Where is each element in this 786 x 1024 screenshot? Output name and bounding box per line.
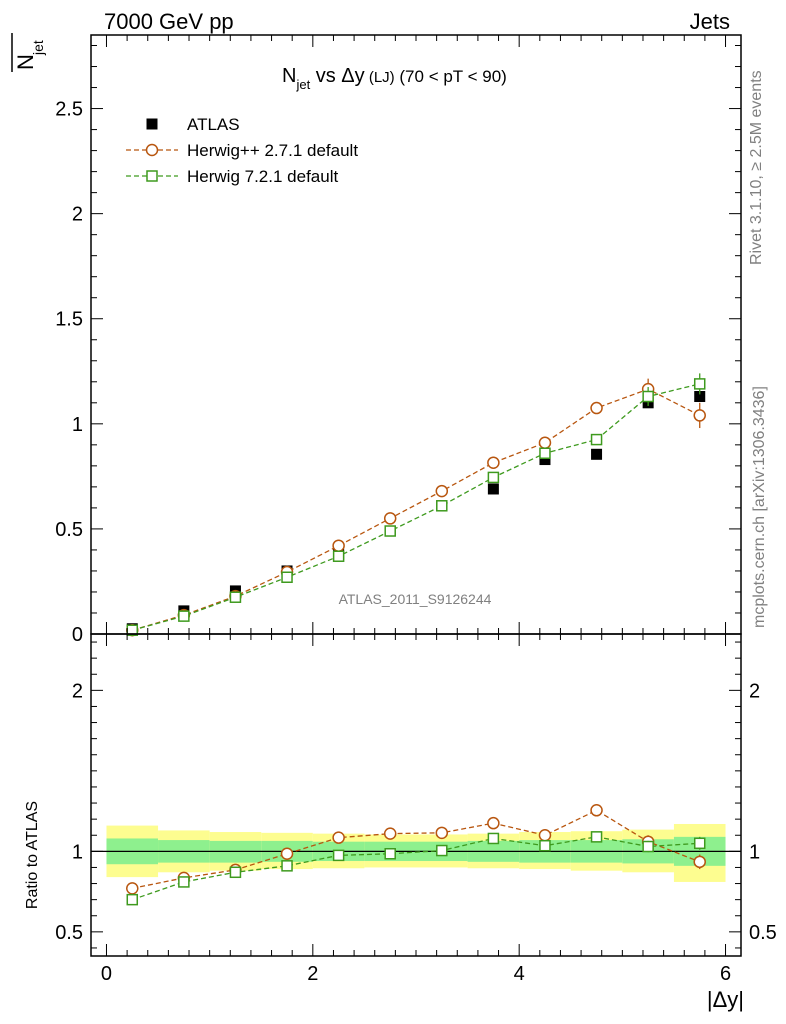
upper-herwig-2-7-1-default-point <box>435 484 449 498</box>
upper-y-tick-label: 2.5 <box>55 99 83 121</box>
upper-ylabel-sub: jet <box>30 40 46 56</box>
ratio-herwig-7-2-1-default-point <box>642 840 654 853</box>
ratio-herwig-7-2-1-default-point <box>487 832 500 845</box>
upper-herwig-7-2-1-default-point <box>436 500 448 512</box>
upper-herwig-2-7-1-default-point <box>693 409 706 422</box>
upper-herwig-7-2-1-default-point <box>281 571 293 584</box>
upper-herwig-2-7-1-default-line <box>132 388 701 631</box>
lower-frame <box>90 633 742 957</box>
upper-herwig-7-2-1-default-point <box>487 471 500 484</box>
chart-title: Njet vs Δy (LJ) (70 < pT < 90) <box>282 65 507 92</box>
ratio-y-tick-label-right: 0.5 <box>749 922 777 944</box>
ratio-herwig-2-7-1-default-point <box>435 826 449 840</box>
ratio-herwig-2-7-1-default-point <box>693 855 706 869</box>
upper-herwig-7-2-1-default-point <box>332 550 345 562</box>
ratio-y-tick-label-left: 2 <box>72 680 83 702</box>
upper-plot-area <box>126 373 706 637</box>
ratio-herwig-7-2-1-default-point <box>229 866 242 879</box>
upper-herwig-2-7-1-default-point <box>332 539 345 552</box>
x-tick-label: 4 <box>514 963 525 985</box>
legend-herwig-2-7-1-default-marker <box>145 143 159 157</box>
ratio-herwig-7-2-1-default-point <box>384 848 396 860</box>
ratio-herwig-2-7-1-default-point <box>332 831 345 844</box>
upper-herwig-7-2-1-default-point <box>229 591 242 603</box>
upper-herwig-2-7-1-default-point <box>487 456 500 469</box>
ratio-herwig-7-2-1-default-line <box>132 836 700 901</box>
analysis-watermark: ATLAS_2011_S9126244 <box>339 591 492 607</box>
x-tick-label: 2 <box>307 963 318 985</box>
ratio-herwig-7-2-1-default-point <box>332 849 345 862</box>
upper-herwig-7-2-1-default-point <box>590 433 603 446</box>
ratio-herwig-2-7-1-default-point <box>280 847 294 861</box>
upper-herwig-2-7-1-default-point <box>383 512 397 525</box>
header-process: Jets <box>690 9 730 34</box>
header-energy: 7000 GeV pp <box>104 9 234 34</box>
ratio-herwig-2-7-1-default-point <box>487 816 500 830</box>
ratio-herwig-2-7-1-default-point <box>383 827 397 840</box>
upper-herwig-2-7-1-default-point <box>538 436 552 449</box>
ratio-y-tick-label-left: 0.5 <box>55 922 83 944</box>
ratio-y-tick-label-right: 1 <box>749 841 760 863</box>
title-mid: vs Δy <box>310 65 364 87</box>
ratio-herwig-7-2-1-default-point <box>126 893 139 906</box>
title-tail: (70 < pT < 90) <box>395 67 507 86</box>
ratio-y-tick-label-right: 2 <box>749 680 760 702</box>
title-main: N <box>282 65 296 87</box>
upper-y-tick-label: 2 <box>72 204 83 226</box>
ratio-herwig-2-7-1-default-line <box>132 809 700 890</box>
upper-atlas-point <box>694 391 706 403</box>
legend-herwig-7-2-1-default-label: Herwig 7.2.1 default <box>187 167 338 186</box>
mcplots-label: mcplots.cern.ch [arXiv:1306.3436] <box>751 386 768 628</box>
upper-herwig-7-2-1-default-point <box>384 525 396 537</box>
x-tick-label: 0 <box>101 963 112 985</box>
ratio-herwig-2-7-1-default-point <box>538 829 552 842</box>
legend-herwig-2-7-1-default-label: Herwig++ 2.7.1 default <box>187 141 358 160</box>
upper-y-tick-label: 1.5 <box>55 309 83 331</box>
ratio-herwig-7-2-1-default-point <box>178 876 190 888</box>
axes-frames: 0 2 4 6 0 0.5 1 1.5 2 2.5 0.5 0.5 1 1 2 2 <box>55 34 777 985</box>
legend-atlas-marker <box>146 118 158 130</box>
title-small: (LJ) <box>365 69 395 86</box>
upper-ylabel: N jet <box>11 33 46 72</box>
rivet-label: Rivet 3.1.10, ≥ 2.5M events <box>748 70 765 265</box>
upper-herwig-7-2-1-default-point <box>642 390 654 403</box>
ratio-herwig-7-2-1-default-point <box>436 844 448 857</box>
ratio-herwig-2-7-1-default-point <box>590 804 603 817</box>
x-axis-label: |Δy| <box>707 987 744 1012</box>
upper-herwig-7-2-1-default-line <box>132 383 700 631</box>
legend: ATLAS Herwig++ 2.7.1 default Herwig 7.2.1 … <box>126 115 358 186</box>
title-subscript: jet <box>295 77 310 92</box>
upper-herwig-7-2-1-default-point <box>693 378 706 390</box>
upper-y-tick-label: 1 <box>72 414 83 436</box>
upper-ylabel-main: N <box>13 54 38 70</box>
upper-atlas-point <box>487 483 499 495</box>
upper-y-tick-label: 0.5 <box>55 519 83 541</box>
upper-atlas-point <box>591 448 603 460</box>
ratio-plot-area <box>126 804 706 906</box>
ratio-herwig-2-7-1-default-point <box>126 882 139 895</box>
ratio-herwig-7-2-1-default-point <box>590 831 603 843</box>
ratio-herwig-7-2-1-default-point <box>281 860 293 872</box>
upper-herwig-7-2-1-default-point <box>539 447 551 459</box>
upper-y-tick-label: 0 <box>72 624 83 646</box>
ratio-y-tick-label-left: 1 <box>72 841 83 863</box>
x-tick-label: 6 <box>720 963 731 985</box>
ratio-herwig-7-2-1-default-point <box>539 839 551 852</box>
upper-herwig-7-2-1-default-point <box>178 610 190 622</box>
legend-herwig-7-2-1-default-marker <box>146 170 158 182</box>
ratio-herwig-7-2-1-default-point <box>693 837 706 850</box>
lower-ylabel: Ratio to ATLAS <box>24 801 41 909</box>
legend-atlas-label: ATLAS <box>187 115 240 134</box>
upper-herwig-2-7-1-default-point <box>590 401 603 415</box>
upper-atlas-point <box>539 454 551 466</box>
